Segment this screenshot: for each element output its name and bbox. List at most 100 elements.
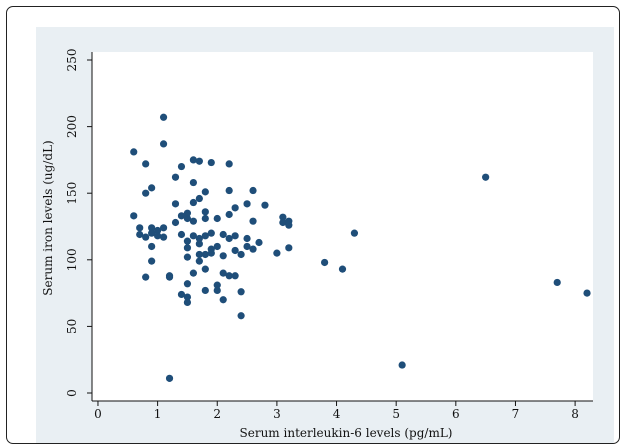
data-point <box>130 212 138 220</box>
data-point <box>142 233 150 241</box>
figure-frame: 0 1 2 3 4 5 6 7 8 0 50 100 150 200 250 Serum interleuk… <box>6 6 620 444</box>
data-point <box>213 286 221 295</box>
data-point <box>249 186 257 195</box>
data-point <box>243 200 251 208</box>
x-tick-label: 5 <box>392 407 400 421</box>
data-point <box>213 214 221 223</box>
y-tick-label: 0 <box>65 389 79 397</box>
x-tick-label: 3 <box>273 407 281 421</box>
data-point <box>213 242 221 251</box>
data-point <box>177 230 186 239</box>
data-point <box>189 232 197 240</box>
data-point <box>243 234 251 243</box>
data-point <box>583 289 591 297</box>
y-tick-label: 50 <box>65 319 79 334</box>
data-point <box>237 288 245 296</box>
data-point <box>142 160 150 168</box>
x-tick-label: 6 <box>452 407 460 421</box>
data-point <box>195 240 203 248</box>
y-axis-title: Serum iron levels (ug/dL) <box>41 140 55 295</box>
y-tick-label: 250 <box>65 49 79 72</box>
data-point <box>154 232 162 240</box>
x-tick-label: 7 <box>512 407 520 421</box>
data-point <box>255 238 263 247</box>
data-point <box>201 286 209 295</box>
data-point <box>285 221 293 229</box>
data-point <box>148 224 156 232</box>
data-point <box>148 184 156 192</box>
data-point <box>231 232 239 240</box>
x-tick-label: 8 <box>571 407 579 421</box>
y-tick-label: 100 <box>65 248 79 271</box>
data-point <box>159 224 168 232</box>
data-point <box>249 217 257 225</box>
data-point <box>225 210 233 219</box>
axes: 0 1 2 3 4 5 6 7 8 0 50 100 150 200 250 <box>65 49 593 421</box>
data-point <box>195 157 203 165</box>
data-point <box>183 209 192 217</box>
data-point <box>219 269 227 277</box>
data-point <box>201 232 209 240</box>
data-point <box>130 148 138 156</box>
data-point <box>154 226 162 235</box>
data-point <box>273 249 281 257</box>
data-point <box>207 158 215 167</box>
data-point <box>183 244 192 252</box>
data-point <box>195 257 203 265</box>
x-tick-label: 2 <box>213 407 221 421</box>
data-point <box>201 214 209 223</box>
data-point <box>183 214 192 223</box>
data-point <box>195 194 203 203</box>
data-point <box>195 234 203 243</box>
data-point <box>159 233 168 241</box>
data-point <box>201 250 209 259</box>
data-point <box>183 293 192 301</box>
data-point <box>177 212 186 220</box>
data-point <box>338 265 347 273</box>
plot-area <box>92 52 593 401</box>
data-point <box>165 273 174 281</box>
data-point <box>201 188 209 196</box>
data-point <box>231 204 239 212</box>
data-point <box>159 113 168 121</box>
data-point <box>201 265 209 273</box>
data-point <box>189 156 197 164</box>
x-tick-label: 4 <box>333 407 341 421</box>
data-point <box>279 218 287 227</box>
data-point <box>243 242 251 251</box>
data-point <box>225 272 233 280</box>
data-point <box>183 253 192 261</box>
data-point <box>177 290 186 299</box>
data-point <box>219 230 227 239</box>
y-tick-label: 200 <box>65 115 79 138</box>
data-point <box>159 140 168 148</box>
data-point <box>219 296 227 304</box>
data-point <box>189 269 197 277</box>
data-point <box>285 244 293 252</box>
data-point <box>136 224 144 232</box>
data-point <box>171 218 180 227</box>
data-points <box>130 113 591 382</box>
data-point <box>142 273 150 281</box>
data-point <box>189 198 197 207</box>
data-point <box>398 361 406 369</box>
data-point <box>171 200 180 208</box>
data-point <box>189 217 197 225</box>
data-point <box>148 229 156 237</box>
data-point <box>177 162 186 171</box>
data-point <box>321 258 329 267</box>
data-point <box>225 186 233 195</box>
data-point <box>231 272 239 280</box>
data-point <box>183 298 192 307</box>
x-axis-title: Serum interleukin-6 levels (pg/mL) <box>240 426 453 440</box>
data-point <box>237 312 245 320</box>
data-point <box>148 242 156 251</box>
data-point <box>261 201 269 209</box>
data-point <box>195 250 203 259</box>
data-point <box>279 213 287 221</box>
x-tick-label: 1 <box>154 407 162 421</box>
data-point <box>165 374 174 382</box>
data-point <box>213 281 221 289</box>
data-point <box>142 189 150 197</box>
data-point <box>201 208 209 216</box>
